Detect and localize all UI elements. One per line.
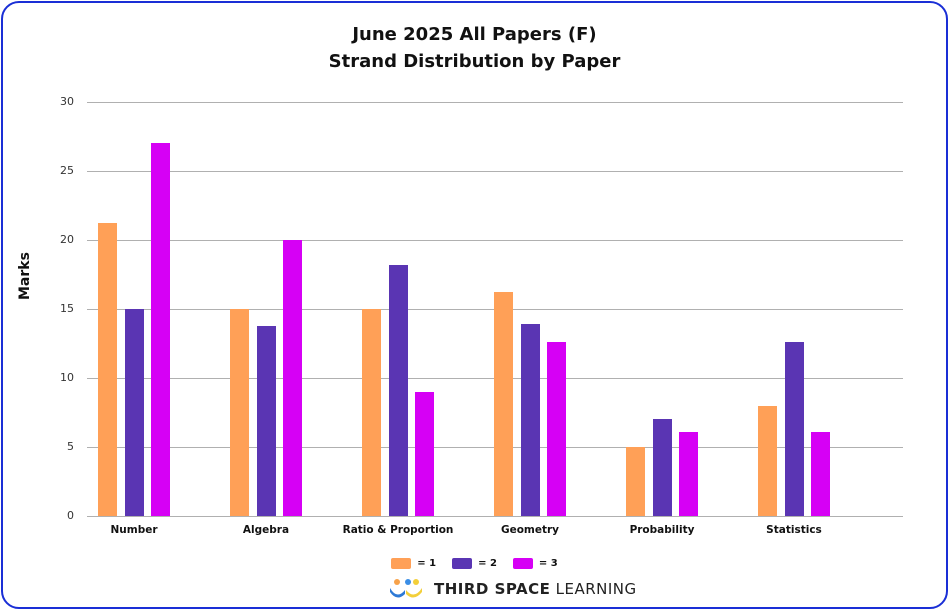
x-category-label: Number [110, 524, 158, 536]
bar [494, 292, 513, 516]
y-tick-label: 25 [60, 164, 74, 177]
bar [679, 431, 698, 516]
x-category-label: Ratio & Proportion [342, 524, 454, 536]
bar [151, 143, 170, 516]
y-tick-label: 0 [67, 509, 74, 522]
bar [257, 325, 276, 516]
legend-label: = 2 [478, 558, 497, 569]
bar [389, 264, 408, 516]
brand-name: THIRD SPACE LEARNING [434, 580, 637, 598]
bar [98, 223, 117, 516]
bar [362, 309, 381, 516]
legend-item: = 3 [512, 558, 558, 569]
brand-logo: THIRD SPACE LEARNING [388, 578, 637, 600]
gridline [87, 102, 903, 103]
legend-item: = 1 [391, 558, 436, 569]
legend-item: = 2 [452, 558, 497, 569]
x-category-label: Algebra [242, 524, 290, 536]
legend-swatch [512, 558, 533, 569]
chart-title: June 2025 All Papers (F) [352, 24, 597, 45]
legend-label: = 1 [417, 558, 437, 569]
bar [230, 309, 249, 516]
gridline [87, 240, 903, 241]
legend-swatch [391, 558, 412, 569]
chart-subtitle: Strand Distribution by Paper [328, 51, 621, 72]
bar [758, 405, 777, 516]
legend-swatch [452, 558, 473, 569]
y-tick-label: 30 [60, 95, 74, 108]
third-space-learning-logo-icon [390, 579, 422, 598]
bar [653, 419, 672, 516]
x-category-label: Statistics [766, 524, 822, 536]
bar [283, 240, 302, 516]
x-category-label: Geometry [500, 524, 560, 536]
y-tick-label: 10 [60, 371, 74, 384]
bar [785, 342, 804, 516]
x-category-label: Probability [629, 524, 695, 536]
gridline [87, 516, 903, 517]
bar [521, 324, 540, 516]
bar [547, 342, 566, 516]
bar [811, 431, 830, 516]
legend: = 1 = 2 = 3 [0, 558, 949, 569]
legend-label: = 3 [538, 558, 558, 569]
y-tick-label: 5 [67, 440, 74, 453]
gridline [87, 171, 903, 172]
y-tick-label: 20 [60, 233, 74, 246]
y-axis-label: Marks [17, 252, 33, 300]
bar [125, 309, 144, 516]
y-tick-label: 15 [60, 302, 74, 315]
bar [415, 391, 434, 516]
bar [626, 447, 645, 516]
